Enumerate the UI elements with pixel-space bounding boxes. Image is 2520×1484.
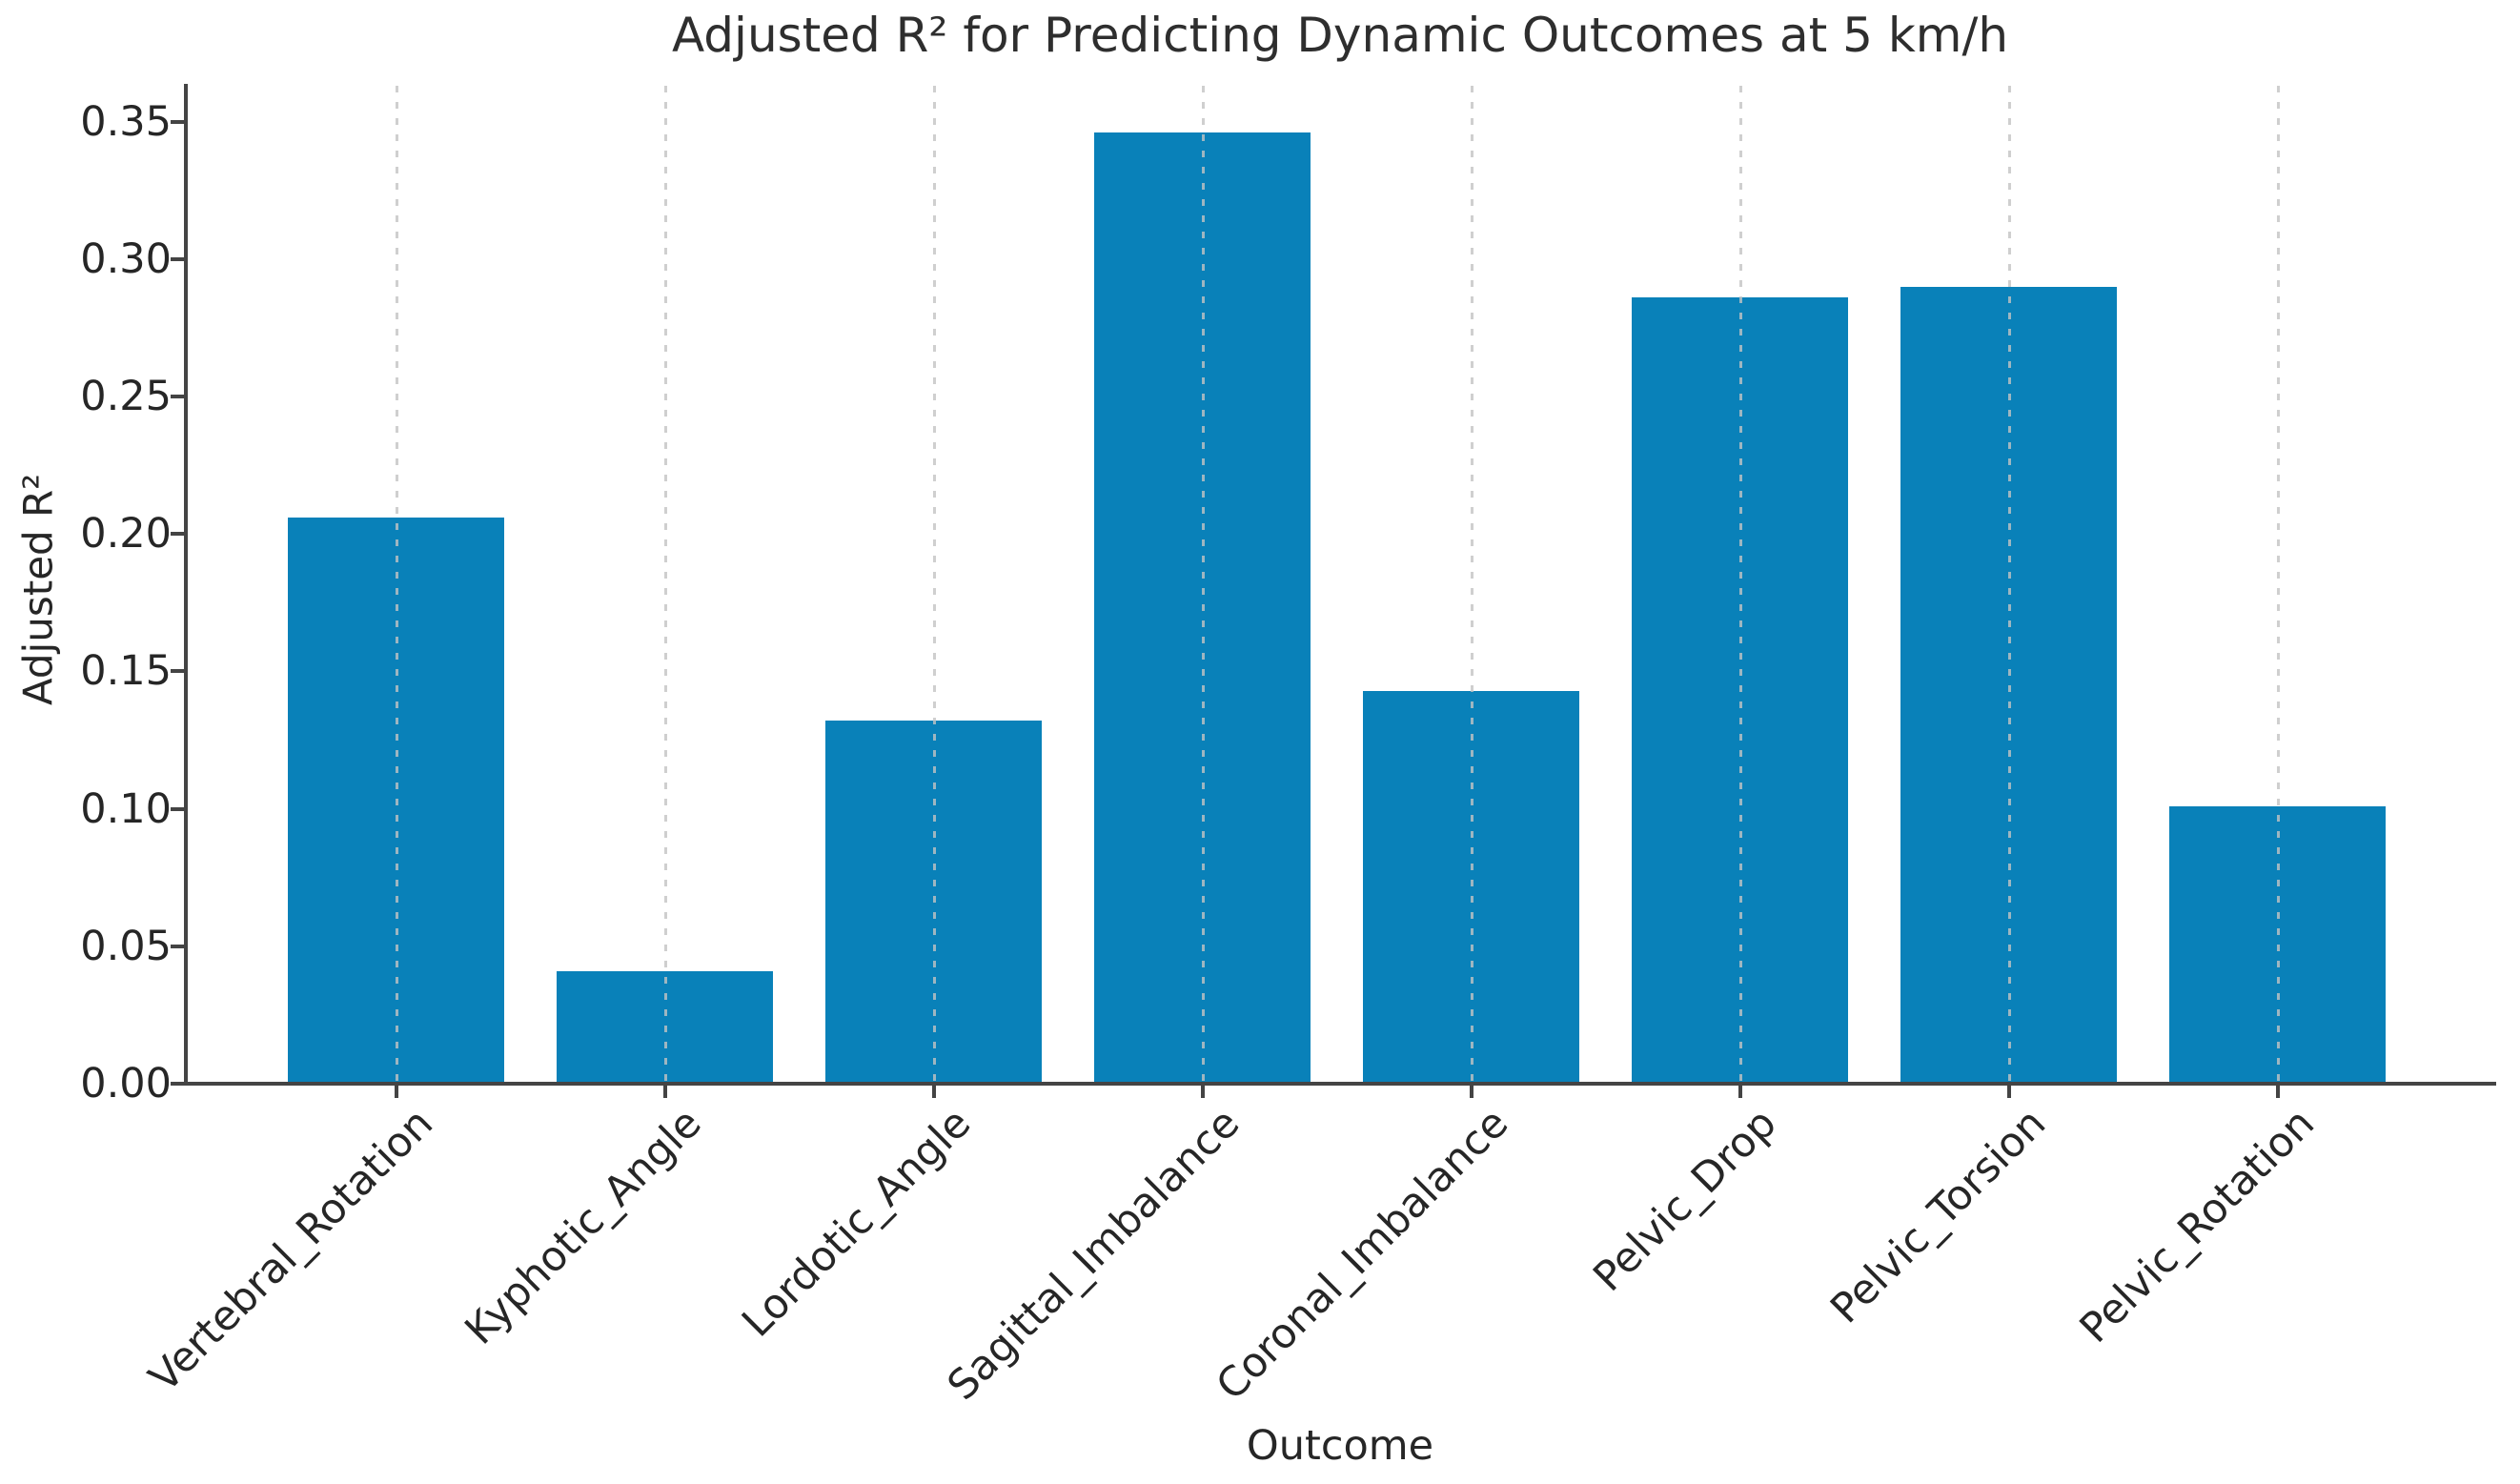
x-tick-label-lordotic_angle: Lordotic_Angle xyxy=(732,1099,980,1347)
x-tick-label-coronal_imbalance: Coronal_Imbalance xyxy=(1207,1099,1517,1411)
y-tick-mark xyxy=(171,257,186,261)
x-tick-label-pelvic_rotation: Pelvic_Rotation xyxy=(2070,1099,2324,1352)
x-tick-mark xyxy=(1201,1084,1205,1098)
gridline-vertebral_rotation xyxy=(396,86,398,1084)
y-tick-mark xyxy=(171,532,186,536)
y-tick-mark xyxy=(171,1082,186,1086)
x-tick-label-pelvic_drop: Pelvic_Drop xyxy=(1584,1099,1786,1301)
y-tick-label: 0.15 xyxy=(80,647,172,695)
gridline-pelvic_rotation xyxy=(2277,86,2280,1084)
x-tick-mark xyxy=(1738,1084,1742,1098)
y-tick-label: 0.30 xyxy=(80,235,172,283)
y-tick-mark xyxy=(171,669,186,673)
x-axis-spine xyxy=(184,1082,2496,1086)
y-tick-mark xyxy=(171,807,186,811)
chart-title: Adjusted R² for Predicting Dynamic Outco… xyxy=(671,8,2009,63)
gridline-coronal_imbalance xyxy=(1471,86,1473,1084)
gridline-kyphotic_angle xyxy=(664,86,667,1084)
x-tick-mark xyxy=(395,1084,398,1098)
y-tick-mark xyxy=(171,120,186,124)
gridline-pelvic_drop xyxy=(1739,86,1742,1084)
y-tick-label: 0.20 xyxy=(80,510,172,558)
x-tick-mark xyxy=(663,1084,667,1098)
x-tick-mark xyxy=(2276,1084,2280,1098)
gridline-sagittal_imbalance xyxy=(1202,86,1205,1084)
gridline-lordotic_angle xyxy=(933,86,936,1084)
y-axis-spine xyxy=(184,84,188,1086)
plot-area xyxy=(186,86,2494,1084)
x-tick-label-vertebral_rotation: Vertebral_Rotation xyxy=(140,1099,442,1402)
y-tick-label: 0.05 xyxy=(80,923,172,970)
x-tick-mark xyxy=(2007,1084,2011,1098)
y-tick-label: 0.00 xyxy=(80,1060,172,1108)
y-axis-label: Adjusted R² xyxy=(14,473,62,706)
y-tick-mark xyxy=(171,395,186,398)
x-tick-mark xyxy=(932,1084,936,1098)
y-tick-label: 0.35 xyxy=(80,98,172,146)
x-tick-label-pelvic_torsion: Pelvic_Torsion xyxy=(1821,1099,2055,1333)
x-tick-label-kyphotic_angle: Kyphotic_Angle xyxy=(456,1099,711,1354)
x-tick-label-sagittal_imbalance: Sagittal_Imbalance xyxy=(938,1099,1249,1411)
y-tick-label: 0.25 xyxy=(80,373,172,420)
x-axis-label: Outcome xyxy=(1246,1422,1434,1470)
y-tick-label: 0.10 xyxy=(80,785,172,833)
gridline-pelvic_torsion xyxy=(2008,86,2011,1084)
x-tick-mark xyxy=(1470,1084,1473,1098)
y-tick-mark xyxy=(171,945,186,948)
